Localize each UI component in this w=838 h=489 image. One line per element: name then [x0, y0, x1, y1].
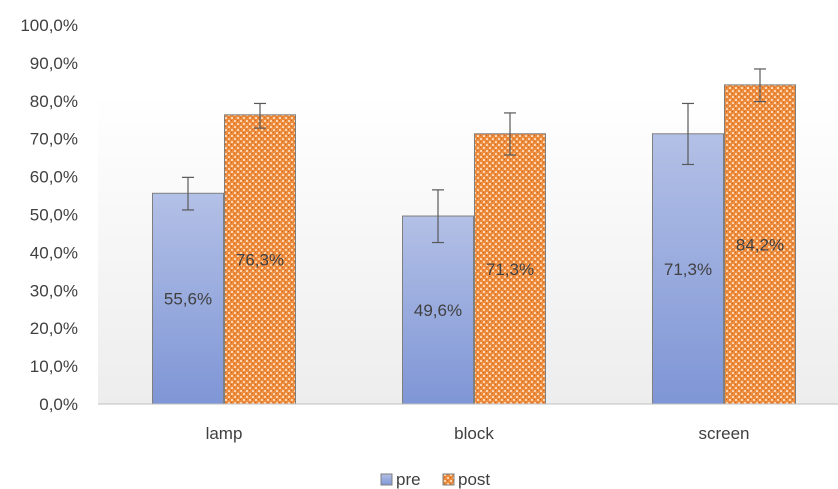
- bar-pre-lamp: [152, 192, 224, 405]
- y-tick-label: 80,0%: [30, 92, 78, 111]
- legend-swatch-post: [442, 473, 455, 486]
- data-label: 49,6%: [414, 301, 462, 320]
- bar-pre-block: [402, 215, 474, 405]
- x-category-label: lamp: [206, 424, 243, 443]
- y-tick-label: 60,0%: [30, 168, 78, 187]
- data-label: 55,6%: [164, 290, 212, 309]
- legend-label-post: post: [458, 470, 490, 489]
- x-category-label: block: [454, 424, 494, 443]
- y-tick-label: 100,0%: [20, 16, 78, 35]
- data-label: 71,3%: [664, 260, 712, 279]
- y-tick-label: 50,0%: [30, 206, 78, 225]
- legend-label-pre: pre: [396, 470, 421, 489]
- legend: pre post: [380, 470, 490, 489]
- y-tick-label: 10,0%: [30, 357, 78, 376]
- y-tick-label: 20,0%: [30, 319, 78, 338]
- y-tick-label: 0,0%: [39, 395, 78, 414]
- bar-post-block: [474, 133, 546, 405]
- y-tick-label: 40,0%: [30, 243, 78, 262]
- y-tick-label: 70,0%: [30, 130, 78, 149]
- data-label: 84,2%: [736, 235, 784, 254]
- y-tick-label: 90,0%: [30, 54, 78, 73]
- data-label: 71,3%: [486, 260, 534, 279]
- y-tick-label: 30,0%: [30, 281, 78, 300]
- legend-swatch-pre: [380, 473, 393, 486]
- data-label: 76,3%: [236, 250, 284, 269]
- x-category-label: screen: [698, 424, 749, 443]
